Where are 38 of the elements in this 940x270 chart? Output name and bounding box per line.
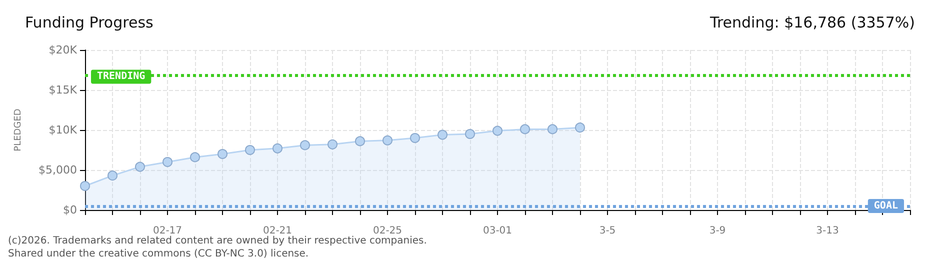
y-axis-title: PLEDGED xyxy=(14,108,24,152)
y-tick-label: $0 xyxy=(63,204,77,216)
x-tick-label: 02-21 xyxy=(262,226,292,236)
point xyxy=(328,139,338,150)
chart-subtitle: Trending: $16,786 (3357%) xyxy=(709,14,915,32)
point xyxy=(272,143,282,154)
point xyxy=(382,135,392,146)
point xyxy=(575,122,585,133)
point xyxy=(438,130,448,140)
point xyxy=(190,152,200,162)
ref-line-label: GOAL xyxy=(874,200,898,212)
y-tick-label: $5,000 xyxy=(38,164,77,176)
x-tick-label: 02-25 xyxy=(372,226,402,236)
x-tick-label: 3-5 xyxy=(599,226,616,236)
x-tick-label: 03-01 xyxy=(482,226,512,236)
point xyxy=(218,149,228,159)
point xyxy=(108,170,118,181)
y-tick-label: $15K xyxy=(48,84,78,96)
point xyxy=(80,181,90,191)
x-tick-label: 02-17 xyxy=(152,226,182,236)
x-tick-label: 3-13 xyxy=(816,226,839,236)
y-tick-label: $10K xyxy=(48,124,78,136)
chart-title: Funding Progress xyxy=(25,14,154,32)
x-tick-label: 3-9 xyxy=(709,226,726,236)
point xyxy=(548,124,558,134)
point xyxy=(355,136,365,146)
y-tick-label: $20K xyxy=(48,44,78,56)
point xyxy=(162,157,172,167)
point xyxy=(520,124,530,134)
ref-line-label: TRENDING xyxy=(97,71,146,82)
point xyxy=(410,133,420,143)
point xyxy=(300,140,310,150)
point xyxy=(465,129,475,139)
text: (c)2026. Trademarks and related content are owned by their respective companies. xyxy=(8,236,427,246)
point xyxy=(135,162,145,172)
point xyxy=(492,126,502,136)
text: Shared under the creative commons (CC BY-NC 3.0) license. xyxy=(8,248,309,260)
point xyxy=(245,145,255,155)
